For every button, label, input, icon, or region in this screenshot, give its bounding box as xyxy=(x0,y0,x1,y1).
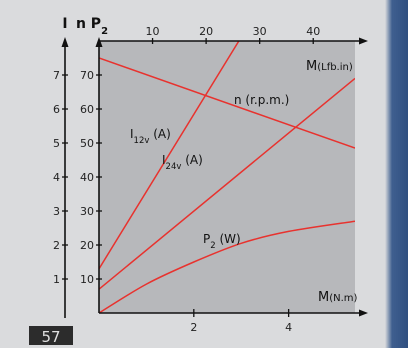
tick-label-i: 4 xyxy=(53,171,60,184)
series-label-2: n (r.p.m.) xyxy=(234,93,289,107)
series-label-0: I12v (A) xyxy=(130,127,171,146)
tick-label-n: 30 xyxy=(80,205,94,218)
tick-label-m-nm: 2 xyxy=(190,321,197,334)
axis-title-m-lfb: M(Lfb.in) xyxy=(306,59,353,74)
tick-label-n: 10 xyxy=(80,273,94,286)
axis-title-i: I xyxy=(62,16,67,32)
left-inner-axis-arrow xyxy=(95,37,103,47)
tick-label-n: 70 xyxy=(80,69,94,82)
tick-label-n: 50 xyxy=(80,137,94,150)
axis-title-m-nm: M(N.m) xyxy=(318,290,358,305)
tick-label-i: 7 xyxy=(53,69,60,82)
plot-area xyxy=(99,41,355,313)
tick-label-m-lfb: 30 xyxy=(253,25,267,38)
bottom-axis-arrow xyxy=(359,309,368,317)
tick-label-m-nm: 4 xyxy=(285,321,292,334)
series-line-0 xyxy=(99,41,240,270)
tick-label-m-lfb: 20 xyxy=(199,25,213,38)
series-line-1 xyxy=(99,77,355,290)
series-line-2 xyxy=(99,57,355,149)
left-outer-axis-arrow xyxy=(61,37,69,47)
tick-label-n: 60 xyxy=(80,103,94,116)
curves xyxy=(99,41,355,313)
tick-label-m-lfb: 10 xyxy=(146,25,160,38)
tick-label-i: 6 xyxy=(53,103,60,116)
ticks: 1 2 3 4 5 6 7 10 20 30 40 50 60 70 2 4 10 20 30 40 xyxy=(53,25,320,334)
tick-label-n: 20 xyxy=(80,239,94,252)
tick-label-i: 3 xyxy=(53,205,60,218)
top-axis-arrow xyxy=(359,37,368,45)
figure-number-tab: 57 xyxy=(29,326,73,346)
tick-label-n: 40 xyxy=(80,171,94,184)
tick-label-i: 1 xyxy=(53,273,60,286)
tick-label-i: 2 xyxy=(53,239,60,252)
tick-label-m-lfb: 40 xyxy=(306,25,320,38)
series-label-3: P2 (W) xyxy=(203,232,241,251)
series-line-3 xyxy=(99,220,355,313)
axes xyxy=(61,37,368,318)
series-label-1: I24v (A) xyxy=(162,153,203,172)
tick-label-i: 5 xyxy=(53,137,60,150)
axis-title-n-p2: n P2 xyxy=(76,16,108,37)
